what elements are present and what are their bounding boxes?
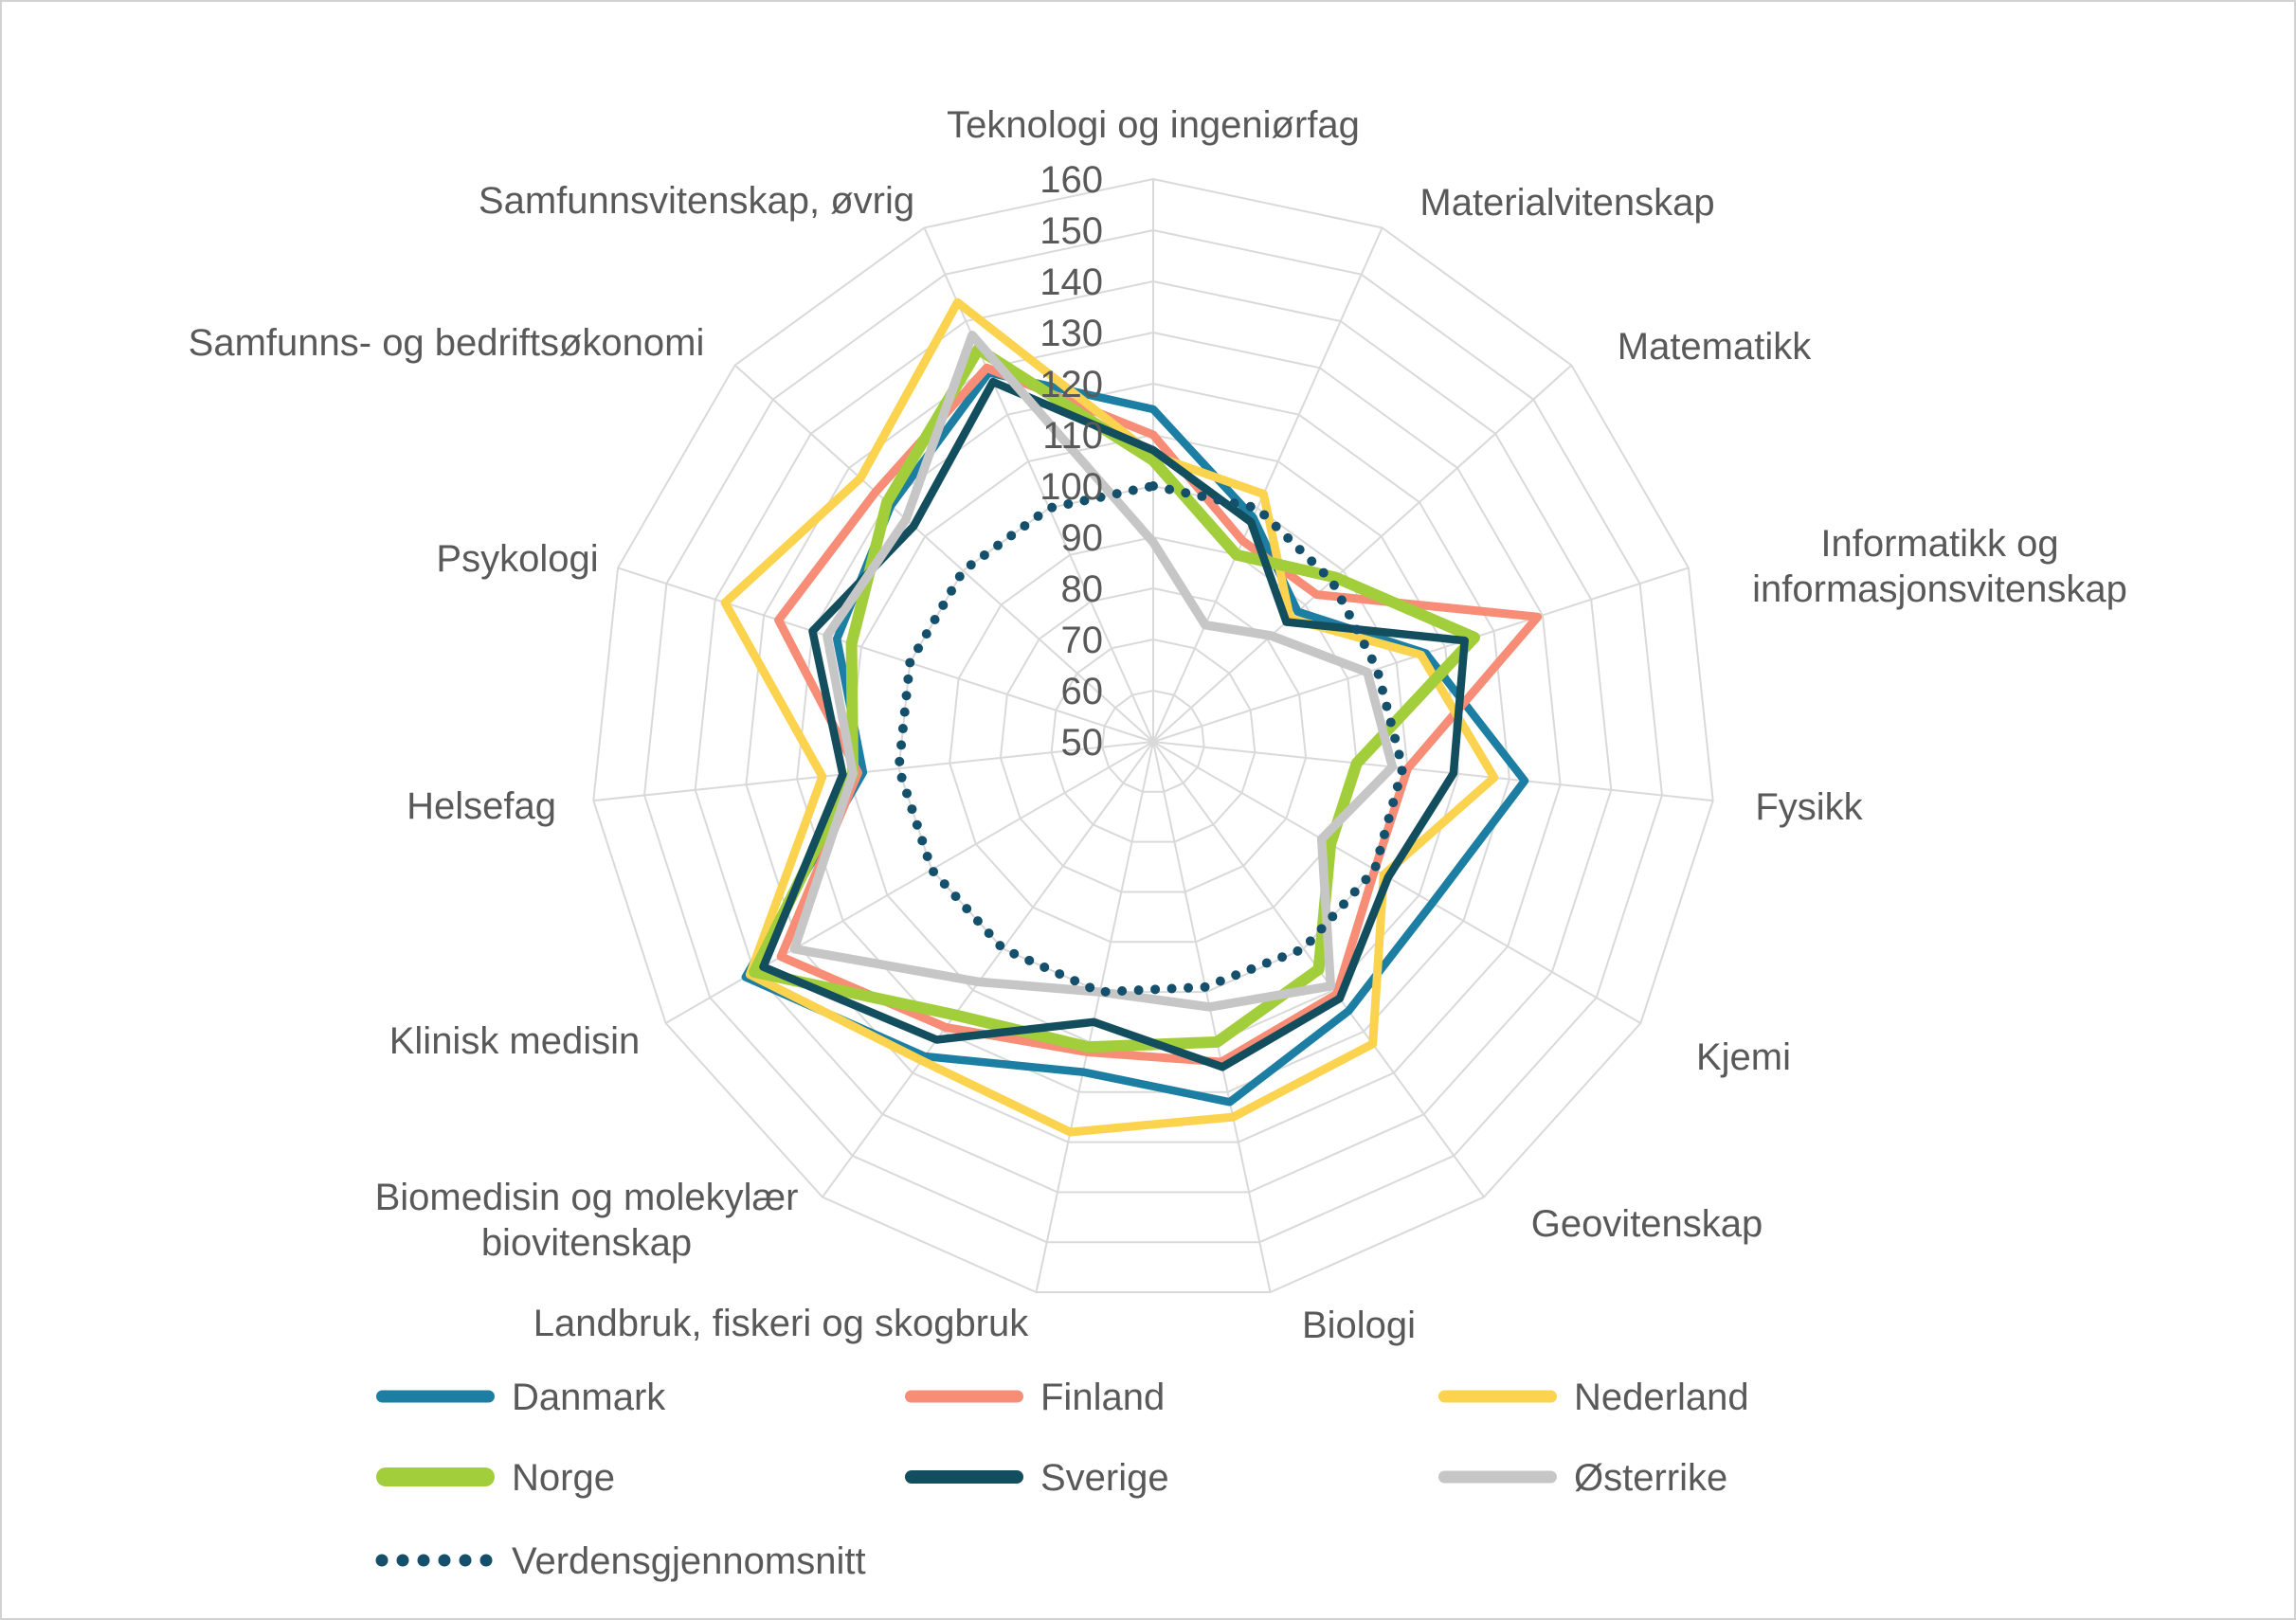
grid-spoke xyxy=(1035,741,1154,1293)
series-line-finland xyxy=(774,363,1543,1067)
category-label: Landbruk, fiskeri og skogbruk xyxy=(533,1303,1030,1344)
category-label: Psykologi xyxy=(436,538,598,580)
axis-tick-label: 100 xyxy=(1040,466,1103,508)
grid-spoke xyxy=(1152,226,1383,743)
legend-label: Norge xyxy=(512,1457,615,1499)
grid-ring xyxy=(745,331,1562,1143)
axis-tick-label: 140 xyxy=(1040,261,1103,303)
series-line-osterrike xyxy=(789,331,1398,1012)
grid-spoke xyxy=(733,364,1154,743)
axis-tick-label: 130 xyxy=(1040,313,1103,354)
legend-marker xyxy=(905,1390,1023,1403)
grid-spoke xyxy=(1152,741,1272,1293)
legend-item-verdensgjennomsnitt: Verdensgjennomsnitt xyxy=(375,1540,866,1582)
legend-marker xyxy=(376,1390,495,1403)
series-line-nederland xyxy=(720,297,1499,1137)
axis-tick-label: 150 xyxy=(1040,210,1103,252)
axis-tick-label: 90 xyxy=(1061,517,1104,559)
category-label: Biomedisin og molekylær xyxy=(375,1177,799,1218)
legend-label: Verdensgjennomsnitt xyxy=(512,1540,866,1582)
grid-spoke xyxy=(617,567,1154,743)
category-label: informasjonsvitenskap xyxy=(1752,568,2127,610)
category-label: Biologi xyxy=(1302,1305,1416,1346)
grid-spoke xyxy=(923,226,1154,743)
category-label: Samfunns- og bedriftsøkonomi xyxy=(189,322,705,364)
category-label: Matematikk xyxy=(1618,326,1812,368)
grid-ring xyxy=(1101,689,1205,793)
legend-item-norge: Norge xyxy=(376,1457,615,1499)
category-label: Materialvitenskap xyxy=(1419,182,1714,224)
category-label: Helsefag xyxy=(407,785,556,827)
grid-ring xyxy=(1050,638,1256,843)
legend-label: Danmark xyxy=(512,1377,666,1418)
category-label: Samfunnsvitenskap, øvrig xyxy=(479,180,914,222)
legend-label: Finland xyxy=(1040,1377,1165,1418)
axis-tick-label: 70 xyxy=(1061,620,1104,661)
grid-ring xyxy=(796,382,1510,1093)
grid-spoke xyxy=(665,741,1154,1024)
grid-spoke xyxy=(822,741,1154,1198)
grid-ring xyxy=(949,535,1358,944)
category-label: Informatikk og xyxy=(1820,523,2058,565)
legend-item-osterrike: Østerrike xyxy=(1438,1457,1727,1499)
legend-item-sverige: Sverige xyxy=(905,1457,1169,1499)
grid-spoke xyxy=(593,741,1154,802)
legend-label: Østerrike xyxy=(1574,1457,1727,1499)
legend-item-nederland: Nederland xyxy=(1438,1377,1749,1418)
category-label: Teknologi og ingeniørfag xyxy=(947,104,1360,146)
grid-spoke xyxy=(1152,364,1573,743)
grid-ring xyxy=(694,279,1613,1194)
legend-marker xyxy=(1438,1470,1557,1484)
axis-tick-label: 60 xyxy=(1061,671,1104,712)
grid-ring xyxy=(999,586,1308,893)
axis-tick-label: 50 xyxy=(1061,722,1104,764)
grid-ring xyxy=(642,228,1664,1244)
legend-marker xyxy=(905,1470,1023,1484)
legend-marker xyxy=(376,1467,495,1486)
grid-spoke xyxy=(1152,741,1713,802)
axis-tick-label: 120 xyxy=(1040,364,1103,405)
legend-item-finland: Finland xyxy=(905,1377,1165,1418)
category-label: Fysikk xyxy=(1755,786,1863,828)
category-label: Geovitenskap xyxy=(1531,1203,1763,1245)
legend-label: Sverige xyxy=(1040,1457,1169,1499)
legend-marker xyxy=(1438,1390,1557,1403)
axis-tick-label: 80 xyxy=(1061,568,1104,610)
series-line-verdensgjennomsnitt xyxy=(894,481,1408,998)
grid-spoke xyxy=(1152,741,1641,1024)
axis-tick-label: 160 xyxy=(1040,159,1103,201)
legend-label: Nederland xyxy=(1574,1377,1749,1418)
category-label: Kjemi xyxy=(1696,1036,1791,1078)
axis-tick-label: 110 xyxy=(1042,415,1103,457)
category-label: biovitenskap xyxy=(481,1222,692,1264)
category-label: Klinisk medisin xyxy=(389,1020,641,1062)
legend-item-danmark: Danmark xyxy=(376,1377,666,1418)
grid-ring xyxy=(592,177,1714,1293)
